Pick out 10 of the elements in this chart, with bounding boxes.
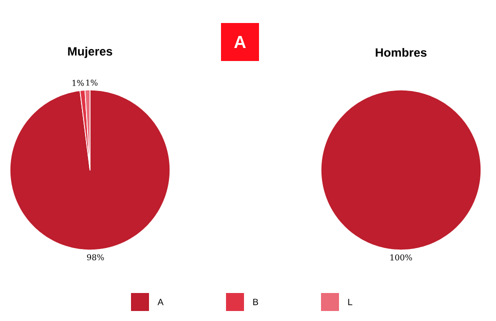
data-label: 100% <box>390 254 412 260</box>
data-label: 98% <box>87 254 104 260</box>
data-label: 1% <box>72 80 84 86</box>
legend-label: A <box>158 298 164 306</box>
chart-title: Mujeres <box>68 46 112 58</box>
legend-label: L <box>348 298 352 306</box>
legend-label: B <box>253 298 258 306</box>
text: A <box>234 36 246 48</box>
chart-title: Hombres <box>376 48 427 57</box>
data-label: 1% <box>86 80 98 86</box>
